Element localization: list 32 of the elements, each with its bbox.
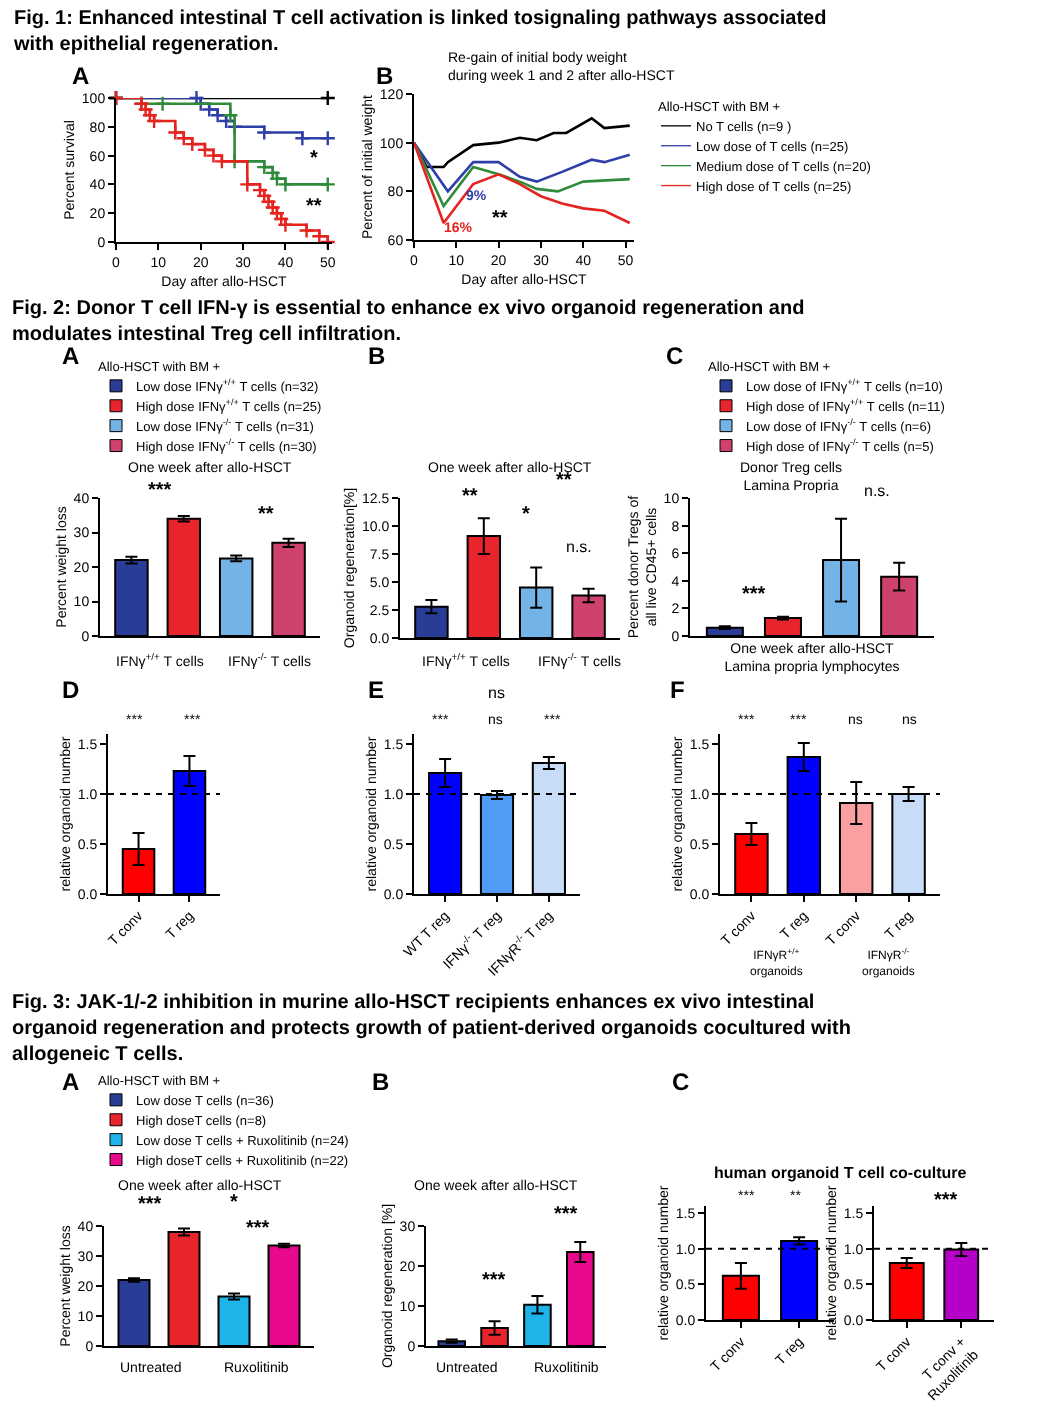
text: A	[62, 1068, 80, 1096]
annotation: *	[310, 148, 318, 170]
text: B	[376, 62, 394, 90]
text: C	[672, 1068, 690, 1096]
caption: Fig. 2: Donor T cell IFN-γ is essential to enhance ex vivo organoid regeneration and modulates intestinal Treg cell infiltration.	[12, 298, 805, 346]
annotation: *	[522, 504, 530, 526]
chart-title: human organoid T cell co-culture	[714, 1164, 968, 1182]
annotation: **	[462, 486, 478, 508]
annotation: ***	[554, 1204, 578, 1226]
annotation: ***	[148, 480, 172, 502]
annotation: ***	[742, 584, 766, 606]
text: A	[62, 342, 80, 370]
annotation: ***	[934, 1190, 958, 1212]
annotation: **	[306, 196, 322, 218]
text: B	[372, 1068, 390, 1096]
annotation: **	[258, 504, 274, 526]
caption: Fig. 3: JAK-1/-2 inhibition in murine allo-HSCT recipients enhances ex vivo intestinal organoid regeneration and protects growth of patient-derived organoids cocultured with allogeneic T cells.	[12, 992, 851, 1066]
text: ns	[488, 684, 505, 702]
text: *	[230, 1192, 238, 1214]
annotation: n.s.	[864, 482, 890, 500]
text: ***	[138, 1194, 162, 1216]
text: B	[368, 342, 386, 370]
annotation: ***	[482, 1270, 506, 1292]
text: E	[368, 676, 385, 704]
annotation: ***	[246, 1218, 270, 1240]
text: A	[72, 62, 90, 90]
text: D	[62, 676, 80, 704]
text: F	[670, 676, 685, 704]
text: C	[666, 342, 684, 370]
annotation: n.s.	[566, 538, 592, 556]
annotation: **	[492, 208, 508, 230]
text: **	[556, 470, 572, 492]
